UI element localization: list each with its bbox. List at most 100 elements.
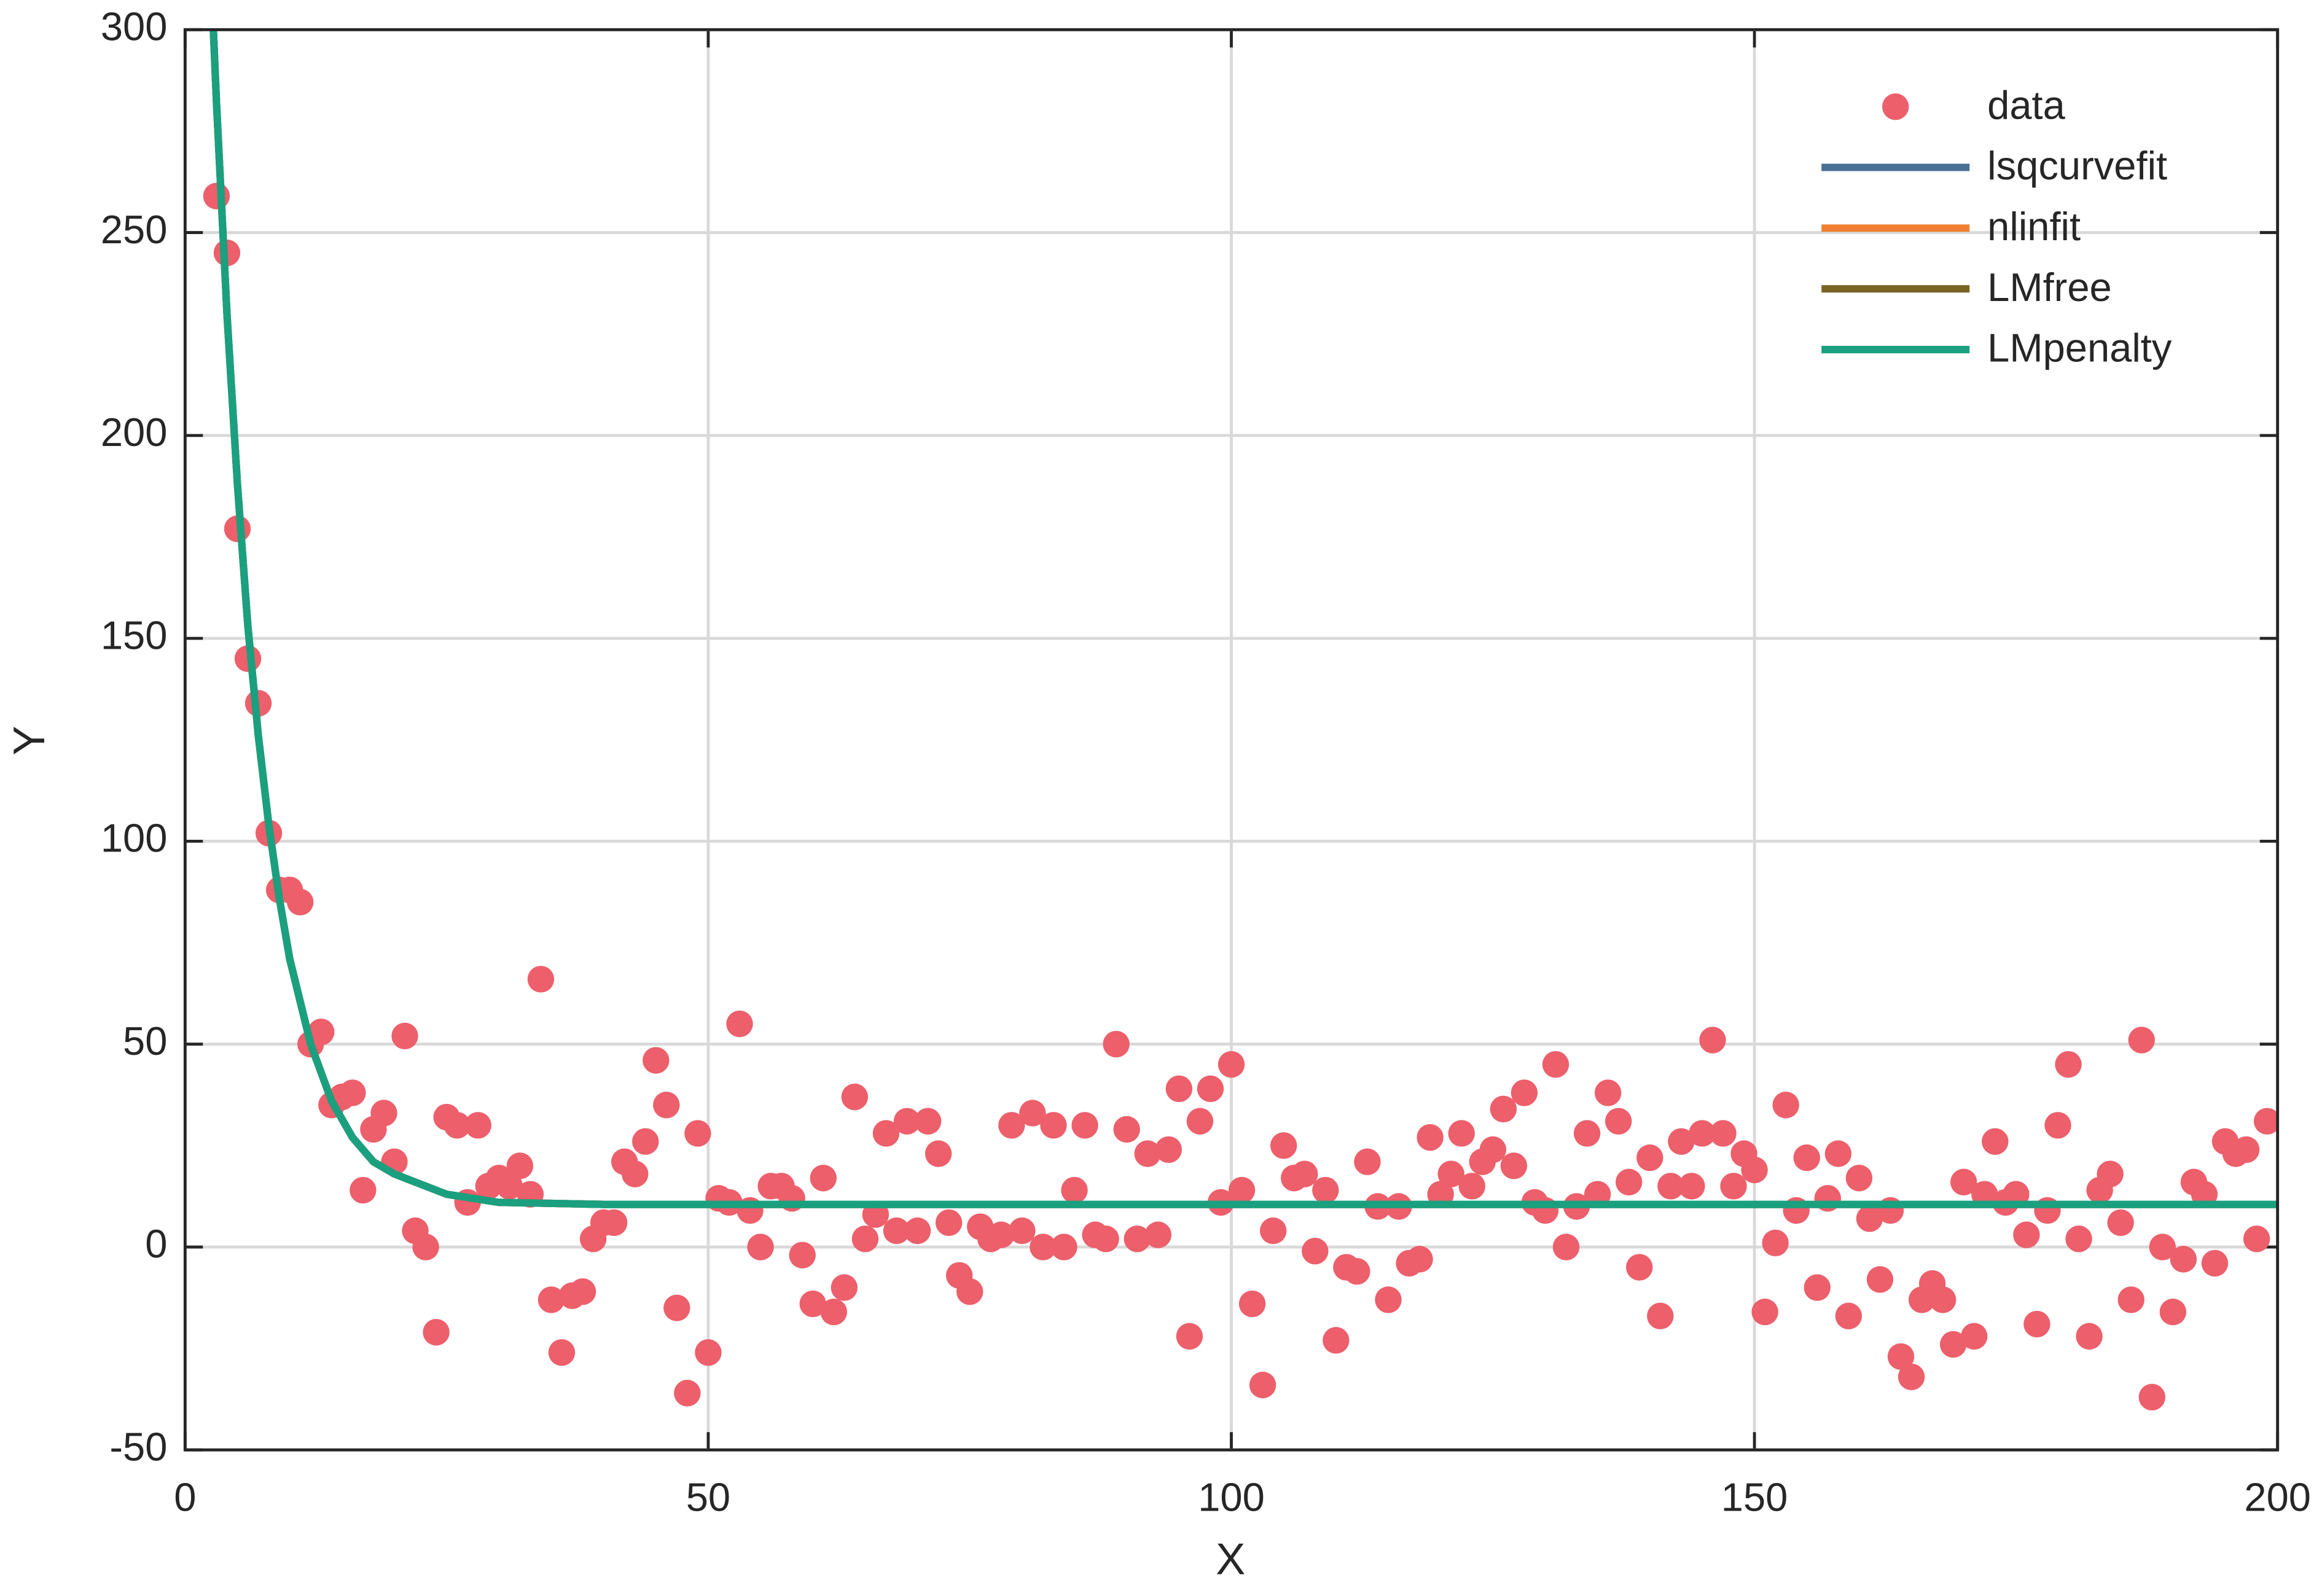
y-axis-label: Y: [5, 726, 54, 755]
data-point: [1887, 1343, 1915, 1370]
data-point: [538, 1286, 565, 1313]
x-tick-label: 200: [2244, 1474, 2311, 1519]
data-point: [1061, 1176, 1088, 1204]
fit-line: [209, 29, 2278, 1208]
data-point: [1542, 1050, 1570, 1078]
data-point: [1197, 1075, 1224, 1103]
data-point: [1845, 1164, 1873, 1192]
data-point: [789, 1242, 816, 1269]
data-point: [1040, 1112, 1067, 1139]
data-point: [286, 888, 314, 916]
data-point: [1071, 1112, 1098, 1139]
plot-area: [203, 29, 2278, 1411]
y-tick-label: -50: [109, 1424, 167, 1469]
legend-marker: [1882, 93, 1909, 120]
data-point: [370, 1100, 397, 1127]
data-point: [695, 1339, 722, 1366]
data-point: [391, 1022, 418, 1050]
data-point: [2065, 1226, 2092, 1253]
data-point: [1835, 1302, 1863, 1329]
data-point: [872, 1120, 900, 1147]
data-point: [622, 1160, 649, 1187]
data-point: [1699, 1027, 1726, 1054]
legend-label: data: [1987, 82, 2065, 127]
data-point: [2243, 1226, 2270, 1253]
data-point: [1668, 1128, 1695, 1155]
data-point: [893, 1108, 921, 1135]
data-point: [1323, 1327, 1350, 1354]
data-point: [851, 1226, 879, 1253]
x-tick-label: 0: [174, 1474, 196, 1519]
data-point: [2138, 1383, 2165, 1411]
y-tick-label: 300: [101, 4, 168, 49]
data-point: [1961, 1323, 1988, 1350]
data-point: [1343, 1258, 1370, 1285]
data-point: [1636, 1144, 1663, 1172]
data-point: [810, 1164, 837, 1192]
data-point: [1751, 1298, 1778, 1326]
data-point: [1710, 1120, 1737, 1147]
data-point: [1741, 1156, 1768, 1184]
fit-line: [209, 29, 2278, 1208]
data-point: [2201, 1250, 2229, 1277]
data-point: [2023, 1310, 2050, 1338]
data-point: [506, 1152, 534, 1179]
data-point: [1856, 1205, 1883, 1232]
axes-box: [183, 28, 2280, 1452]
data-point: [2128, 1027, 2155, 1054]
data-point: [2253, 1108, 2278, 1135]
data-point: [1866, 1266, 1894, 1293]
fit-line: [209, 29, 2278, 1208]
data-point: [444, 1112, 471, 1139]
data-point: [935, 1209, 963, 1236]
data-point: [1186, 1108, 1214, 1135]
data-point: [632, 1128, 659, 1155]
data-point: [684, 1120, 711, 1147]
data-point: [412, 1234, 439, 1261]
x-tick-label: 50: [686, 1474, 730, 1519]
data-point: [1898, 1363, 1925, 1390]
data-point: [1176, 1323, 1203, 1350]
data-point: [1720, 1173, 1747, 1200]
data-point: [925, 1140, 952, 1167]
data-point: [1103, 1030, 1130, 1058]
data-point: [799, 1290, 826, 1318]
data-point: [2117, 1286, 2144, 1313]
data-point: [203, 182, 230, 209]
data-point: [1406, 1246, 1433, 1273]
data-point: [1793, 1144, 1820, 1172]
x-tick-label: 150: [1721, 1474, 1788, 1519]
data-point: [1626, 1254, 1653, 1281]
data-point: [998, 1112, 1025, 1139]
legend-label: nlinfit: [1987, 204, 2081, 249]
data-point: [1616, 1168, 1643, 1195]
data-point: [1448, 1120, 1475, 1147]
data-point: [1050, 1234, 1077, 1261]
data-point: [1009, 1217, 1036, 1245]
data-point: [2044, 1112, 2071, 1139]
data-point: [350, 1176, 377, 1204]
data-point: [653, 1092, 680, 1119]
data-point: [2076, 1323, 2103, 1350]
data-point: [339, 1079, 366, 1106]
legend-label: LMfree: [1987, 265, 2112, 310]
data-point: [1019, 1100, 1046, 1127]
data-point: [1950, 1168, 1977, 1195]
data-point: [1490, 1095, 1517, 1123]
data-point: [883, 1217, 910, 1245]
data-point: [548, 1339, 576, 1366]
data-point: [1144, 1221, 1171, 1248]
data-point: [1762, 1229, 1789, 1257]
data-point: [904, 1217, 931, 1245]
data-point: [1249, 1371, 1276, 1399]
data-point: [1500, 1152, 1528, 1179]
data-point: [1302, 1237, 1329, 1265]
data-point: [1228, 1176, 1256, 1204]
data-point: [1113, 1116, 1140, 1143]
data-point: [1437, 1160, 1464, 1187]
data-point: [1259, 1217, 1287, 1245]
data-point: [1929, 1286, 1957, 1313]
